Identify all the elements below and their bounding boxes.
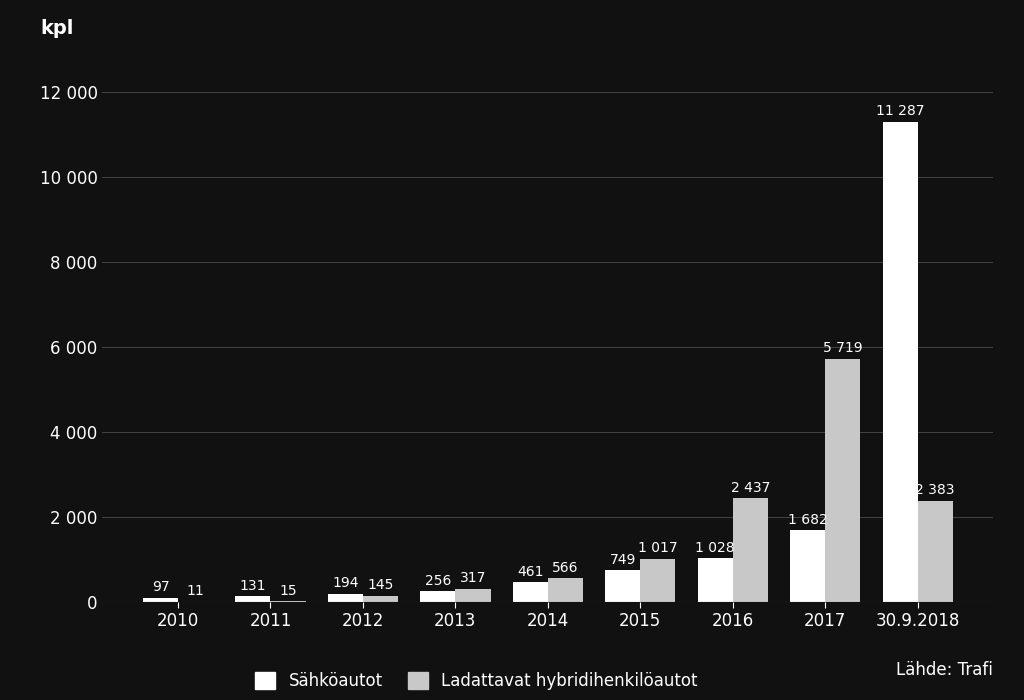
Bar — [791, 531, 825, 602]
Bar — [143, 598, 178, 602]
Bar — [918, 500, 952, 602]
Bar — [883, 122, 918, 602]
Text: 1 682: 1 682 — [787, 513, 827, 527]
Bar — [825, 358, 860, 602]
Bar — [640, 559, 676, 602]
Bar — [733, 498, 768, 602]
Text: 566: 566 — [552, 561, 579, 575]
Text: 461: 461 — [517, 565, 544, 579]
Bar — [513, 582, 548, 602]
Text: 1 028: 1 028 — [695, 541, 735, 555]
Text: 145: 145 — [368, 578, 393, 592]
Text: 317: 317 — [460, 571, 486, 585]
Bar — [456, 589, 490, 602]
Legend: Sähköautot, Ladattavat hybridihenkilöautot: Sähköautot, Ladattavat hybridihenkilöaut… — [249, 666, 705, 697]
Bar — [605, 570, 640, 602]
Bar — [697, 559, 733, 602]
Bar — [236, 596, 270, 602]
Text: 11: 11 — [186, 584, 205, 598]
Text: 5 719: 5 719 — [823, 342, 862, 356]
Bar — [420, 591, 456, 602]
Text: 2 437: 2 437 — [731, 481, 770, 495]
Text: 194: 194 — [332, 576, 358, 590]
Bar — [328, 594, 362, 602]
Text: 256: 256 — [425, 574, 451, 588]
Text: 2 383: 2 383 — [915, 483, 955, 497]
Bar — [548, 578, 583, 602]
Text: 15: 15 — [280, 584, 297, 598]
Text: kpl: kpl — [40, 19, 74, 38]
Text: 131: 131 — [240, 579, 266, 593]
Text: Lähde: Trafi: Lähde: Trafi — [896, 661, 993, 679]
Text: 1 017: 1 017 — [638, 541, 678, 555]
Text: 749: 749 — [609, 553, 636, 567]
Bar — [362, 596, 398, 602]
Text: 11 287: 11 287 — [876, 104, 925, 118]
Text: 97: 97 — [152, 580, 169, 594]
